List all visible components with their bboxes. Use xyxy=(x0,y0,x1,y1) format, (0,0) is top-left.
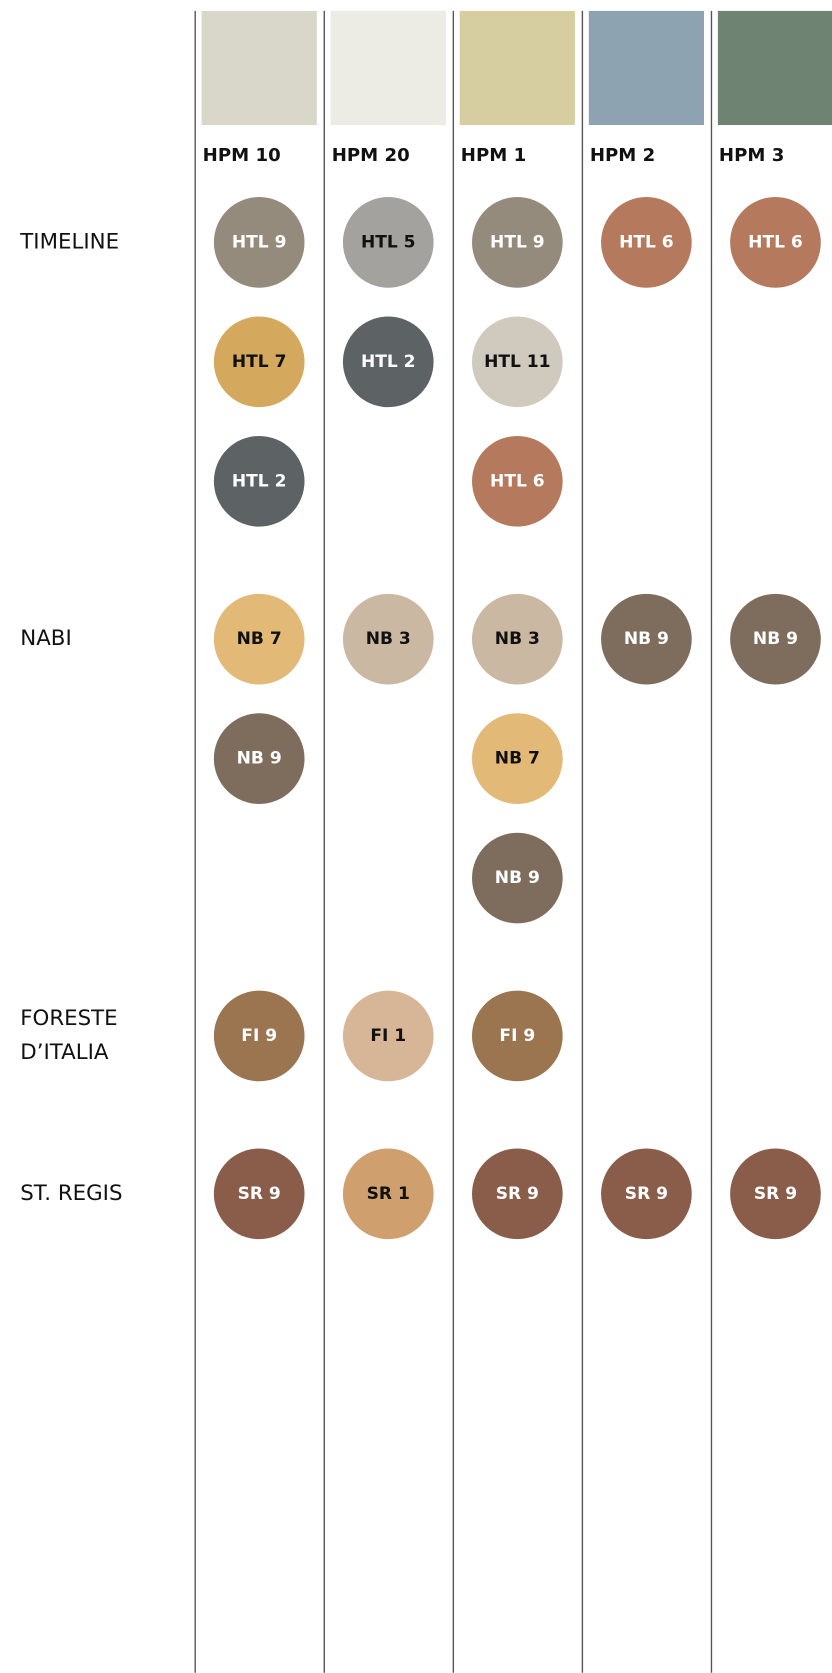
column-header: HPM 10 xyxy=(203,145,281,166)
row-label: D’ITALIA xyxy=(20,1040,109,1065)
column-header: HPM 1 xyxy=(461,145,526,166)
chip-label: NB 9 xyxy=(753,629,798,649)
chip-label: NB 3 xyxy=(366,629,411,649)
chip-label: SR 9 xyxy=(238,1184,281,1204)
row-label: ST. REGIS xyxy=(20,1181,122,1206)
chip-label: NB 9 xyxy=(495,868,540,888)
column-header: HPM 20 xyxy=(332,145,410,166)
chip-label: HTL 11 xyxy=(484,352,550,372)
material-swatch xyxy=(331,11,446,125)
chip-label: NB 9 xyxy=(237,749,282,769)
column-header: HPM 3 xyxy=(719,145,784,166)
material-swatch xyxy=(589,11,704,125)
chip-label: HTL 2 xyxy=(232,471,287,491)
chip-label: HTL 9 xyxy=(490,232,545,252)
combination-grid: HPM 10 HPM 20 HPM 1 HPM 2 HPM 3 TIMELINE HTL 9… xyxy=(0,0,832,1673)
chip-label: SR 9 xyxy=(625,1184,668,1204)
material-swatch xyxy=(202,11,317,125)
row-label: FORESTE xyxy=(20,1006,117,1031)
chip-label: NB 7 xyxy=(495,749,540,769)
chip-label: FI 9 xyxy=(499,1026,535,1046)
chip-label: HTL 2 xyxy=(361,352,416,372)
chip-label: HTL 6 xyxy=(619,232,674,252)
chip-label: FI 1 xyxy=(370,1026,406,1046)
material-swatch xyxy=(460,11,575,125)
chip-label: SR 9 xyxy=(754,1184,797,1204)
chip-label: NB 7 xyxy=(237,629,282,649)
chip-label: HTL 6 xyxy=(490,471,545,491)
chip-label: NB 3 xyxy=(495,629,540,649)
chip-label: FI 9 xyxy=(241,1026,277,1046)
chip-label: SR 1 xyxy=(367,1184,410,1204)
chip-label: HTL 9 xyxy=(232,232,287,252)
material-swatch xyxy=(718,11,832,125)
chip-label: NB 9 xyxy=(624,629,669,649)
row-label: TIMELINE xyxy=(19,229,119,254)
chip-label: HTL 7 xyxy=(232,352,287,372)
page: {"columns": [ {"title": "HPM 10", "color… xyxy=(0,0,832,1673)
chip-label: HTL 5 xyxy=(361,232,416,252)
column-header: HPM 2 xyxy=(590,145,655,166)
row-label: NABI xyxy=(20,626,71,651)
chip-label: HTL 6 xyxy=(748,232,803,252)
chip-label: SR 9 xyxy=(496,1184,539,1204)
